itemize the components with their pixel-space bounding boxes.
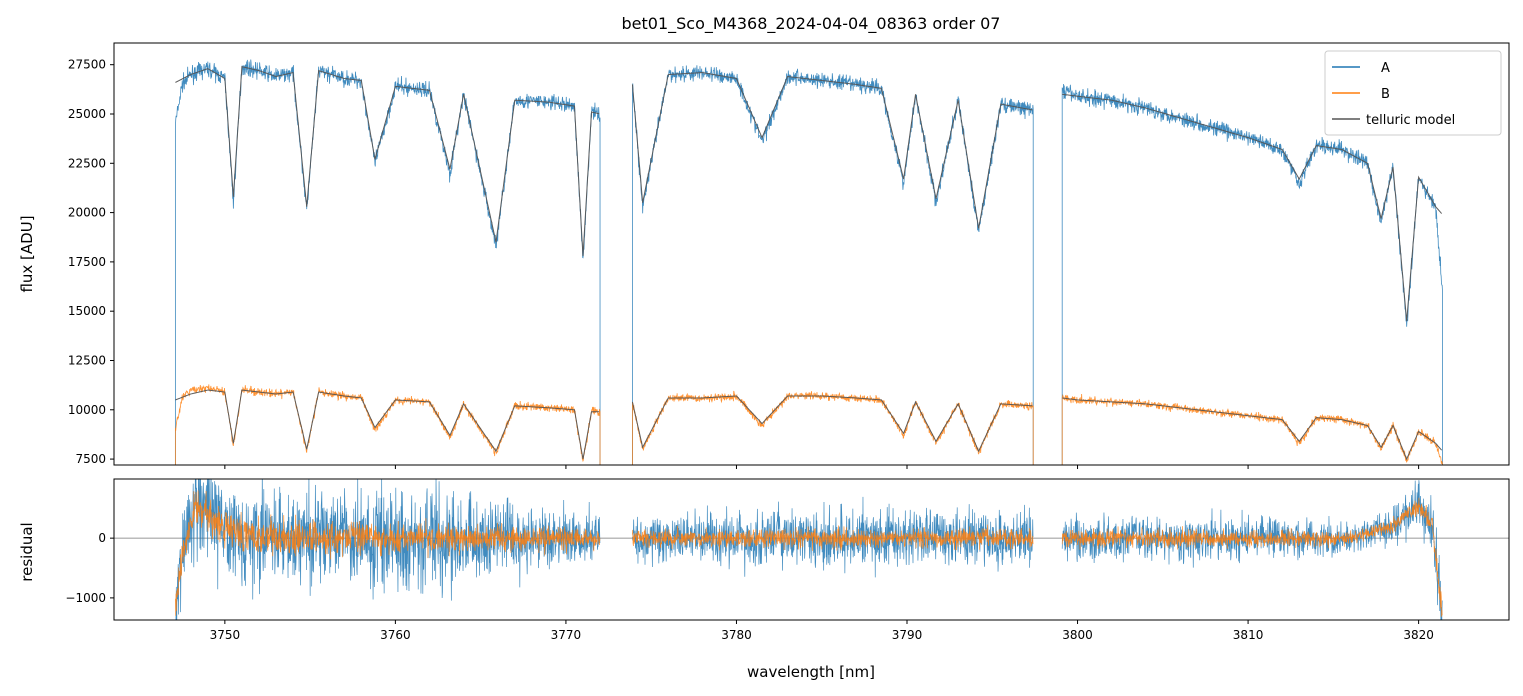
residual-y-axis-label: residual: [18, 522, 36, 581]
residual-y-ticks: −1000 0: [65, 531, 114, 605]
flux-y-tick-label-2: 12500: [68, 353, 106, 367]
flux-y-tick-label-8: 27500: [68, 58, 106, 72]
flux-y-tick-label-5: 20000: [68, 206, 106, 220]
residual-panel-frame: [113, 478, 1510, 621]
residual-x-tick-label-2: 3770: [551, 628, 582, 642]
flux-x-ticks: [224, 465, 1420, 469]
legend-label-b: B: [1381, 87, 1390, 102]
flux-series-group: [174, 59, 1443, 465]
flux-y-tick-label-4: 17500: [68, 255, 106, 269]
residual-y-tick-label-1: 0: [98, 531, 106, 545]
flux-y-axis-label: flux [ADU]: [18, 215, 36, 292]
legend-label-a: A: [1381, 61, 1390, 76]
flux-y-tick-label-1: 10000: [68, 403, 106, 417]
flux-y-tick-label-7: 25000: [68, 107, 106, 121]
residual-x-ticks: 3750 3760 3770 3780 3790 3800 3810 3820: [210, 620, 1434, 642]
residual-x-tick-label-3: 3780: [721, 628, 752, 642]
residual-series-b-segment-0: [175, 490, 601, 616]
chart-title: bet01_Sco_M4368_2024-04-04_08363 order 0…: [622, 14, 1001, 34]
residual-series-b-segment-2: [1061, 497, 1443, 617]
model-series-model-b-segment-1: [631, 395, 1033, 453]
residual-x-tick-label-0: 3750: [210, 628, 241, 642]
flux-y-ticks: 7500 10000 12500 15000 17500 20000 22500 25000 2…: [68, 58, 114, 466]
flux-y-tick-label-6: 22500: [68, 156, 106, 170]
flux-panel: 7500 10000 12500 15000 17500 20000 22500 25000 2…: [18, 42, 1510, 469]
residual-x-tick-label-1: 3760: [380, 628, 411, 642]
residual-series-b-segment-1: [632, 524, 1034, 551]
x-axis-label: wavelength [nm]: [747, 663, 875, 681]
flux-panel-frame: [113, 42, 1510, 466]
model-series-model-b-segment-2: [1062, 397, 1443, 461]
model-series-model-b-segment-0: [175, 389, 600, 460]
residual-y-tick-label-0: −1000: [65, 591, 106, 605]
residual-x-tick-label-7: 3820: [1403, 628, 1434, 642]
model-series-model-a-segment-1: [631, 72, 1033, 229]
residual-x-tick-label-6: 3810: [1233, 628, 1264, 642]
flux-y-tick-label-3: 15000: [68, 304, 106, 318]
residual-series-group: [114, 479, 1509, 620]
residual-panel: −10000 3750 3760 3770 3780 3790 3800 3810 3820 …: [18, 478, 1510, 681]
residual-x-tick-label-5: 3800: [1062, 628, 1093, 642]
legend-box: [1324, 50, 1502, 136]
flux-y-tick-label-0: 7500: [75, 452, 106, 466]
legend-label-model: telluric model: [1366, 113, 1455, 128]
model-series-model-a-segment-2: [1062, 93, 1443, 322]
legend: A B telluric model: [1324, 50, 1502, 136]
residual-x-tick-label-4: 3790: [892, 628, 923, 642]
model-series-model-a-segment-0: [175, 66, 600, 256]
